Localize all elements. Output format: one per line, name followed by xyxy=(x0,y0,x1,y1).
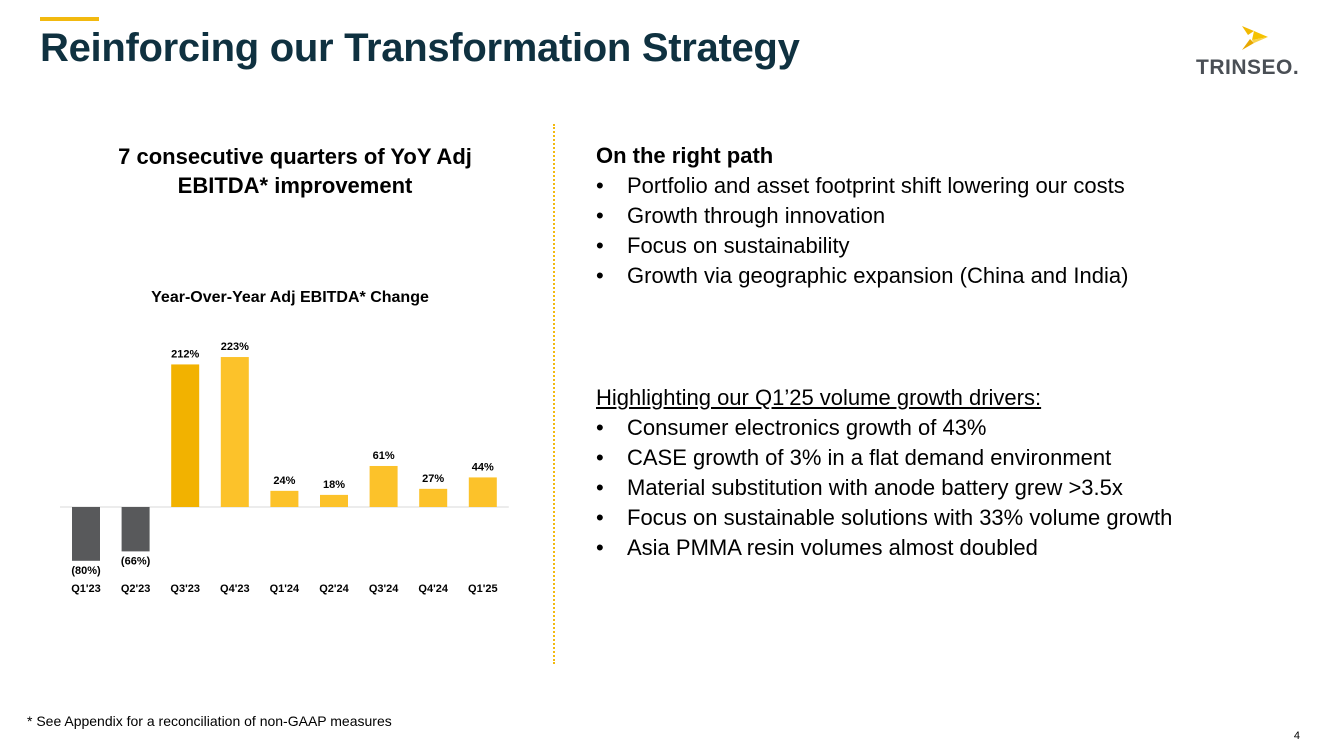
chart-data-label: 24% xyxy=(273,475,295,487)
left-heading: 7 consecutive quarters of YoY Adj EBITDA… xyxy=(60,142,530,200)
section-growth-drivers: Highlighting our Q1’25 volume growth dri… xyxy=(596,383,1316,563)
chart-data-label: (80%) xyxy=(71,565,101,577)
chart-data-label: (66%) xyxy=(121,555,151,567)
section1-bullet: Growth via geographic expansion (China a… xyxy=(596,261,1316,291)
left-heading-line-1: 7 consecutive quarters of YoY Adj xyxy=(118,144,472,169)
chart-bar xyxy=(320,494,348,507)
section2-heading: Highlighting our Q1’25 volume growth dri… xyxy=(596,385,1042,410)
left-heading-line-2: EBITDA* improvement xyxy=(177,173,413,198)
logo-trademark: . xyxy=(1292,56,1300,79)
column-divider xyxy=(553,124,555,664)
section1-bullet: Focus on sustainability xyxy=(596,231,1316,261)
page-number: 4 xyxy=(1293,730,1300,742)
ebitda-bar-chart: (80%) Q1'23 (66%) Q2'23 212% Q3'23 223% Q4'23 24… xyxy=(60,341,509,595)
logo-chevron-icon xyxy=(1242,26,1268,50)
chart-category-label: Q2'23 xyxy=(121,583,151,595)
chart-title: Year-Over-Year Adj EBITDA* Change xyxy=(151,289,429,306)
section-on-right-path: On the right path Portfolio and asset fo… xyxy=(596,141,1316,291)
section2-bullet: Asia PMMA resin volumes almost doubled xyxy=(596,533,1316,563)
right-column: On the right path Portfolio and asset fo… xyxy=(596,141,1316,563)
footnote: * See Appendix for a reconciliation of n… xyxy=(27,713,392,729)
chart-category-label: Q1'24 xyxy=(270,583,300,595)
chart-category-label: Q1'23 xyxy=(71,583,101,595)
chart-category-label: Q3'24 xyxy=(369,583,399,595)
section2-bullet: Material substitution with anode battery… xyxy=(596,473,1316,503)
title-accent-bar xyxy=(40,17,99,21)
section2-bullets: Consumer electronics growth of 43% CASE … xyxy=(596,413,1316,563)
section1-bullet: Growth through innovation xyxy=(596,201,1316,231)
chart-bar xyxy=(369,465,398,507)
chart-data-label: 212% xyxy=(171,348,199,360)
chart-category-label: Q1'25 xyxy=(468,583,498,595)
chart-data-label: 18% xyxy=(323,479,345,491)
chart-data-label: 223% xyxy=(221,341,249,353)
chart-data-label: 27% xyxy=(422,473,444,485)
section2-bullet: CASE growth of 3% in a flat demand envir… xyxy=(596,443,1316,473)
section1-heading: On the right path xyxy=(596,143,774,168)
chart-category-label: Q4'23 xyxy=(220,583,250,595)
chart-data-label: 61% xyxy=(373,450,395,462)
chart-bar xyxy=(220,357,249,507)
logo-wordmark: TRINSEO xyxy=(1196,56,1293,79)
chart-category-label: Q3'23 xyxy=(170,583,200,595)
chart-bar xyxy=(468,477,497,507)
section1-bullets: Portfolio and asset footprint shift lowe… xyxy=(596,171,1316,291)
section2-bullet: Consumer electronics growth of 43% xyxy=(596,413,1316,443)
section2-bullet: Focus on sustainable solutions with 33% … xyxy=(596,503,1316,533)
chart-bar xyxy=(171,364,200,507)
section1-bullet: Portfolio and asset footprint shift lowe… xyxy=(596,171,1316,201)
trinseo-logo: TRINSEO. xyxy=(1192,26,1302,82)
chart-bar xyxy=(270,490,299,507)
chart-bar xyxy=(121,507,150,552)
chart-data-label: 44% xyxy=(472,461,494,473)
chart-category-label: Q4'24 xyxy=(418,583,448,595)
chart-bar xyxy=(72,507,100,561)
chart-category-label: Q2'24 xyxy=(319,583,349,595)
chart-bar xyxy=(419,488,448,507)
page-title: Reinforcing our Transformation Strategy xyxy=(40,26,800,70)
